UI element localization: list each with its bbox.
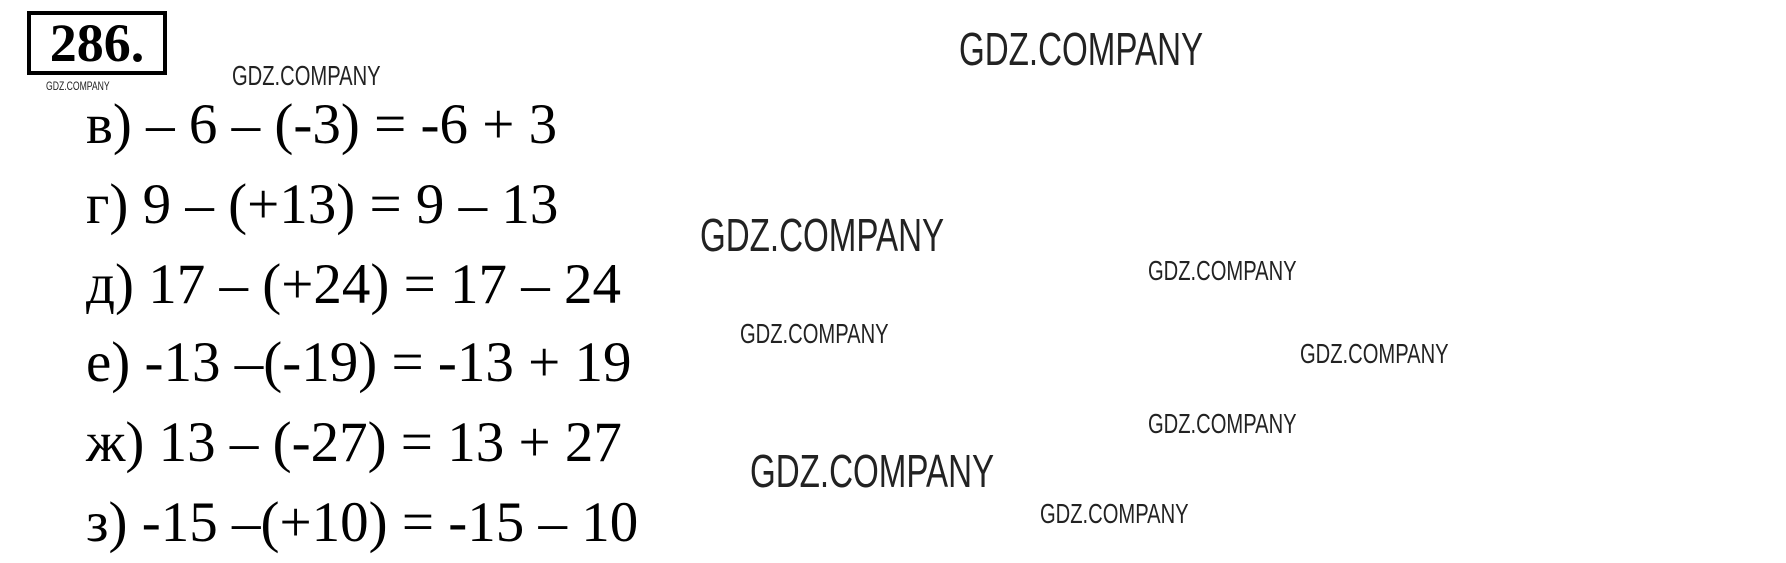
equation-line: г) 9 – (+13) = 9 – 13 xyxy=(86,173,559,236)
equation-line: ж) 13 – (-27) = 13 + 27 xyxy=(86,411,622,474)
equation-line: д) 17 – (+24) = 17 – 24 xyxy=(86,253,621,316)
watermark: GDZ.COMPANY xyxy=(1040,498,1189,529)
watermark: GDZ.COMPANY xyxy=(1148,408,1297,439)
watermark: GDZ.COMPANY xyxy=(1148,255,1297,286)
watermark: GDZ.COMPANY xyxy=(959,23,1204,75)
equation-line: в) – 6 – (-3) = -6 + 3 xyxy=(86,93,558,156)
watermark: GDZ.COMPANY xyxy=(750,445,995,497)
equation-line: з) -15 –(+10) = -15 – 10 xyxy=(86,491,639,554)
equation-line: е) -13 –(-19) = -13 + 19 xyxy=(86,331,632,394)
watermark: GDZ.COMPANY xyxy=(700,209,945,261)
watermark: GDZ.COMPANY xyxy=(46,79,110,93)
watermark: GDZ.COMPANY xyxy=(740,318,889,349)
watermark: GDZ.COMPANY xyxy=(1300,338,1449,369)
problem-number: 286. xyxy=(27,11,167,75)
watermark: GDZ.COMPANY xyxy=(232,60,381,91)
